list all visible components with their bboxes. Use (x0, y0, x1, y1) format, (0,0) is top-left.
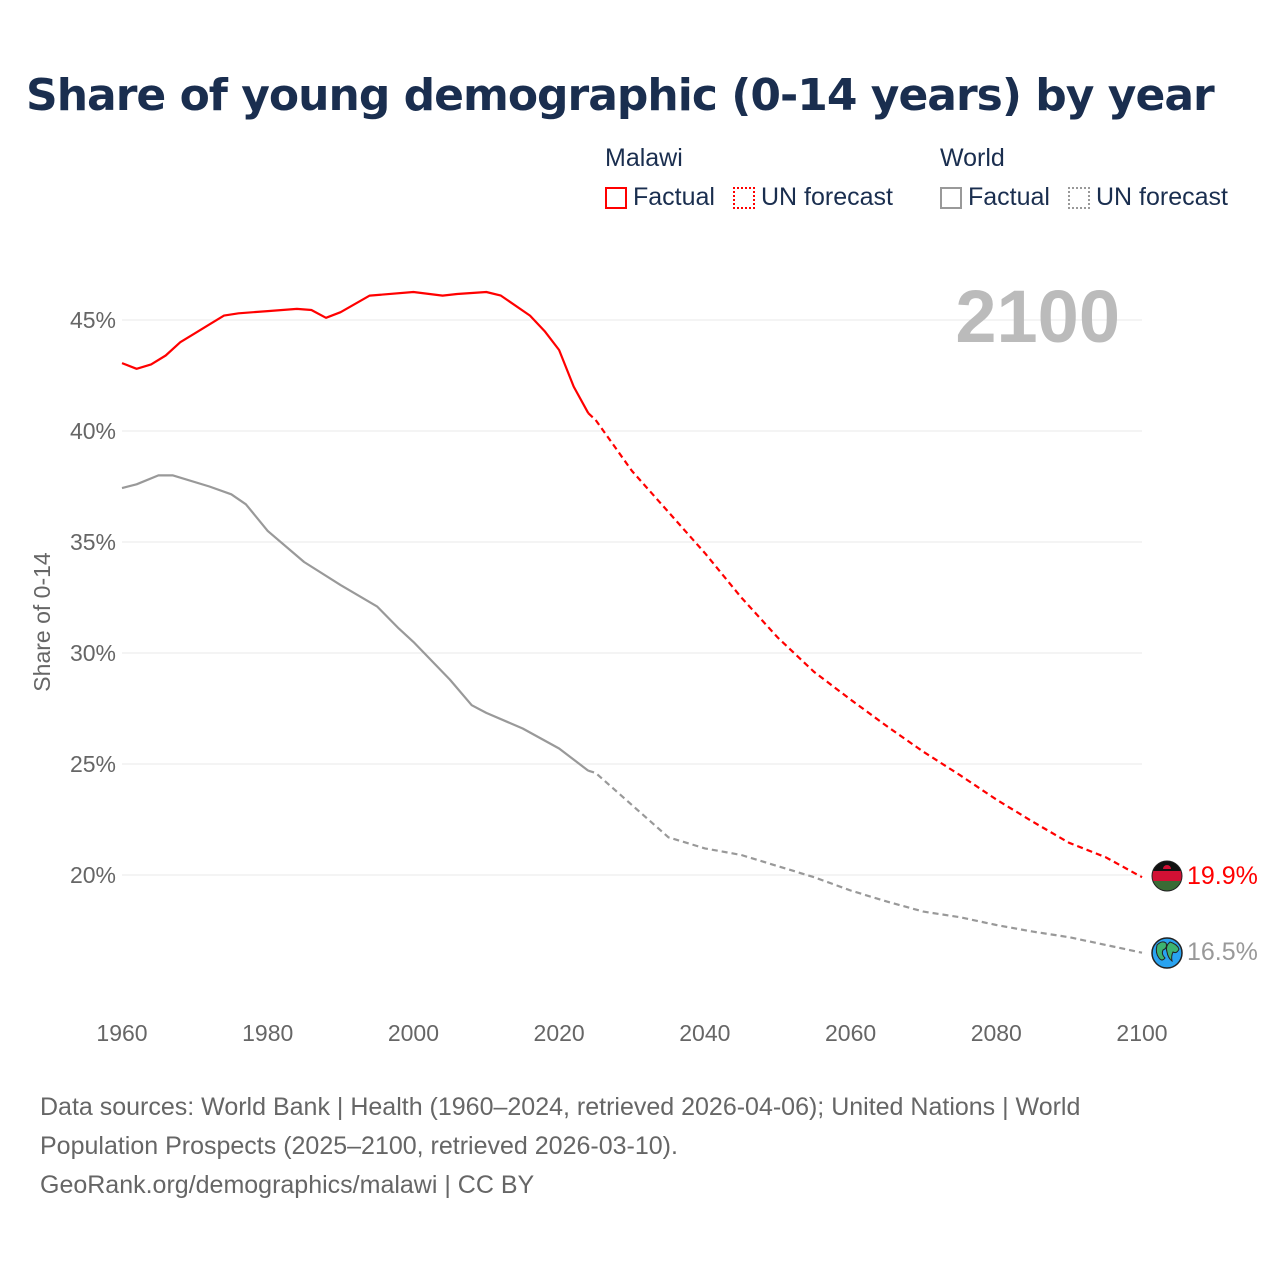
legend-swatch-solid (605, 186, 627, 209)
year-display: 2100 (955, 275, 1120, 358)
legend-label: Factual (633, 183, 715, 211)
x-tick-label: 1960 (96, 1020, 147, 1046)
series-malawi-un-forecast (587, 412, 1143, 879)
attribution-link[interactable]: GeoRank.org/demographics/malawi | CC BY (40, 1171, 535, 1199)
y-tick-label: 40% (70, 418, 116, 444)
legend-world-factual[interactable]: Factual (940, 183, 1050, 212)
data-sources: Data sources: World Bank | Health (1960–… (40, 1093, 1081, 1160)
malawi-flag-marker (1151, 860, 1183, 892)
x-tick-label: 2040 (679, 1020, 730, 1046)
legend-malawi-forecast[interactable]: UN forecast (732, 183, 893, 212)
legend-malawi-factual[interactable]: Factual (605, 183, 715, 212)
chart-title: Share of young demographic (0-14 years) … (26, 70, 1215, 121)
x-tick-label: 2080 (971, 1020, 1022, 1046)
series-world-un-forecast (587, 769, 1143, 954)
legend-label: Factual (968, 183, 1050, 211)
legend-malawi: Malawi Factual UN forecast (605, 144, 893, 212)
globe-icon (1151, 937, 1183, 969)
malawi-end-label: 19.9% (1187, 862, 1258, 890)
x-tick-label: 2060 (825, 1020, 876, 1046)
y-tick-label: 35% (70, 529, 116, 555)
line-chart: 2100 20% 25% 30% 35% 40% 45% 1960 1980 2000 2020 2… (29, 275, 1258, 1046)
legend-label: UN forecast (760, 183, 893, 211)
series-world-factual (121, 474, 589, 772)
legend-swatch-dotted (732, 186, 755, 209)
y-tick-label: 45% (70, 307, 116, 333)
y-tick-label: 20% (70, 862, 116, 888)
x-tick-label: 2000 (388, 1020, 439, 1046)
series-malawi-factual (121, 290, 590, 414)
legend-world-forecast[interactable]: UN forecast (1067, 183, 1228, 212)
world-end-label: 16.5% (1187, 938, 1258, 966)
y-tick-label: 25% (70, 751, 116, 777)
footer: Data sources: World Bank | Health (1960–… (40, 1088, 1160, 1205)
legend-group-title: Malawi (605, 144, 683, 172)
y-tick-label: 30% (70, 640, 116, 666)
x-tick-label: 2020 (534, 1020, 585, 1046)
legend-swatch-dotted (1067, 186, 1090, 209)
legend-world: World Factual UN forecast (940, 144, 1228, 212)
y-axis-label: Share of 0-14 (29, 552, 55, 692)
legend-swatch-solid (940, 186, 962, 209)
x-tick-label: 2100 (1116, 1020, 1167, 1046)
x-tick-label: 1980 (242, 1020, 293, 1046)
legend-label: UN forecast (1095, 183, 1228, 211)
legend-group-title: World (940, 144, 1005, 172)
